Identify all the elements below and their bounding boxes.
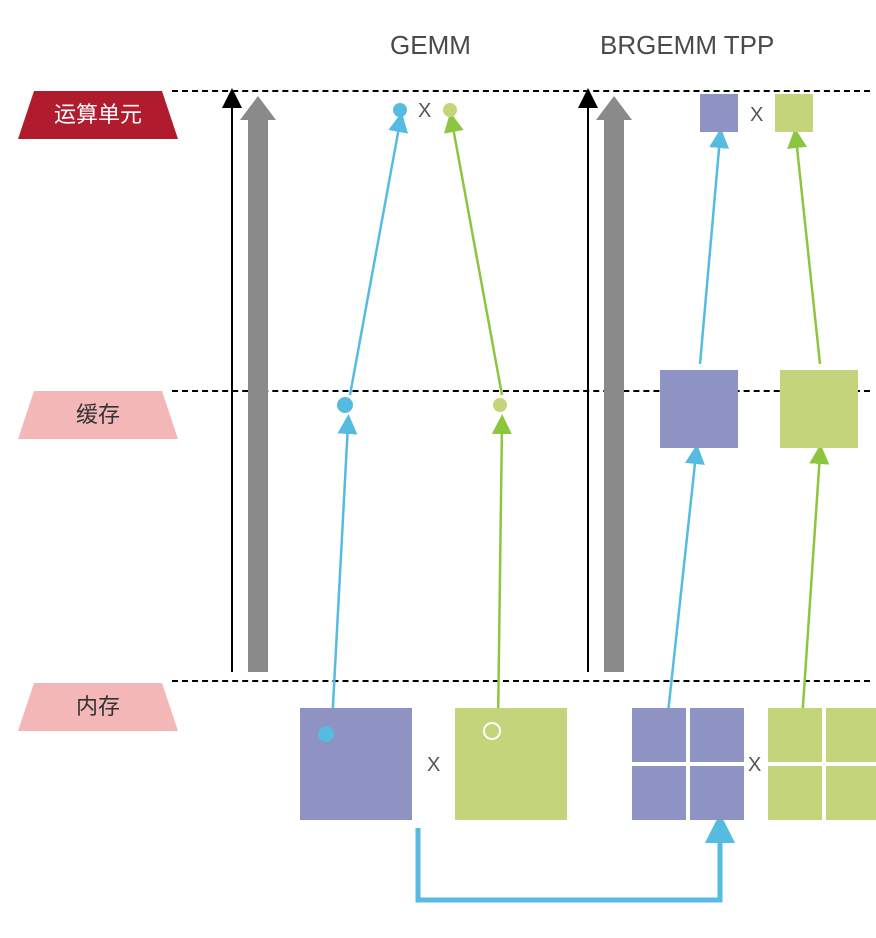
- gemm-mem-green-square: [455, 708, 567, 820]
- grid-cell: [826, 766, 876, 820]
- grid-cell: [690, 766, 744, 820]
- arrow-gemm-green-upper: [452, 122, 502, 395]
- grid-cell: [826, 708, 876, 762]
- arrow-br-green-upper: [796, 138, 820, 364]
- cache-text: 缓存: [76, 404, 120, 426]
- gemm-compute-dot-blue: [393, 103, 407, 117]
- grid-cell: [768, 766, 822, 820]
- grid-cell: [690, 708, 744, 762]
- br-compute-purple-square: [700, 94, 738, 132]
- arrow-br-green-lower: [800, 454, 820, 750]
- gemm-compute-dot-green: [443, 103, 457, 117]
- trapezoid-compute-label: 运算单元: [18, 91, 178, 139]
- gemm-compute-x: X: [418, 100, 431, 123]
- gemm-cache-dot-green: [493, 398, 507, 412]
- arrow-gemm-blue-lower: [332, 424, 348, 724]
- br-mem-green-grid: [768, 708, 876, 820]
- br-mem-purple-grid: [632, 708, 744, 820]
- gemm-mem-purple-dot: [318, 726, 334, 742]
- gemm-cache-dot-blue: [337, 397, 353, 413]
- dashed-line-memory: [172, 680, 870, 682]
- br-mem-x: X: [748, 754, 761, 777]
- gray-arrow-gemm: [240, 96, 276, 672]
- br-compute-green-square: [775, 94, 813, 132]
- grid-cell: [632, 766, 686, 820]
- br-cache-green-square: [780, 370, 858, 448]
- trapezoid-cache-label: 缓存: [18, 391, 178, 439]
- gemm-mem-x: X: [427, 754, 440, 777]
- gemm-mem-green-ring: [483, 722, 501, 740]
- compute-text: 运算单元: [54, 104, 142, 126]
- dashed-line-cache: [172, 390, 870, 392]
- diagram-stage: GEMM BRGEMM TPP: [0, 0, 876, 938]
- br-compute-x: X: [750, 104, 763, 127]
- label-gemm: GEMM: [390, 30, 471, 61]
- arrow-gemm-green-lower: [498, 424, 502, 724]
- svg-overlay: [0, 0, 876, 938]
- arrow-gemm-blue-upper: [350, 122, 400, 395]
- gray-arrow-brgemm: [596, 96, 632, 672]
- grid-cell: [632, 708, 686, 762]
- dashed-line-compute: [172, 90, 870, 92]
- grid-cell: [768, 708, 822, 762]
- trapezoid-memory-label: 内存: [18, 683, 178, 731]
- blue-connector: [418, 828, 720, 900]
- label-brgemm: BRGEMM TPP: [600, 30, 774, 61]
- gemm-mem-purple-square: [300, 708, 412, 820]
- arrow-br-blue-upper: [700, 138, 720, 364]
- br-cache-purple-square: [660, 370, 738, 448]
- memory-text: 内存: [76, 696, 120, 718]
- arrow-br-blue-lower: [664, 454, 696, 750]
